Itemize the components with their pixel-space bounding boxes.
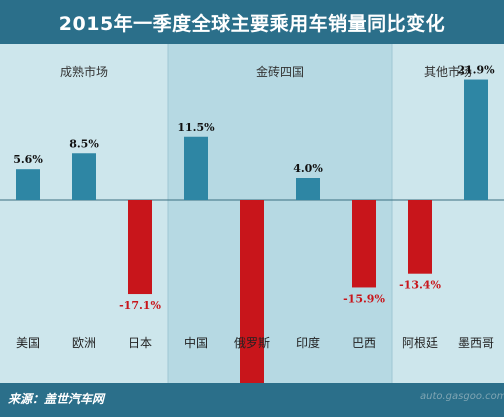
bar-俄罗斯 — [240, 200, 264, 383]
bar-欧洲 — [72, 153, 96, 200]
chart-title: 2015年一季度全球主要乘用车销量同比变化 — [0, 0, 504, 44]
bar-巴西 — [352, 200, 376, 288]
category-label: 阿根廷 — [402, 336, 438, 350]
data-label: -17.1% — [119, 299, 161, 312]
category-label: 欧洲 — [72, 336, 96, 350]
category-label: 美国 — [16, 336, 40, 350]
bar-日本 — [128, 200, 152, 295]
bar-阿根廷 — [408, 200, 432, 274]
group-label: 金砖四国 — [256, 64, 304, 79]
data-label: 21.9% — [457, 64, 495, 77]
chart-plot: 成熟市场 金砖四国 其他市场 5.6% 美国 8.5% 欧洲 -17.1% 日本 11.5% 中国 -… — [0, 44, 504, 383]
category-label: 日本 — [128, 336, 152, 350]
category-label: 中国 — [184, 335, 208, 350]
data-label: 5.6% — [13, 153, 43, 166]
category-label: 巴西 — [352, 336, 376, 350]
data-label: -15.9% — [343, 292, 385, 305]
bar-墨西哥 — [464, 79, 488, 200]
data-label: 8.5% — [69, 137, 99, 150]
category-label: 墨西哥 — [458, 336, 494, 350]
bar-中国 — [184, 136, 208, 200]
watermark: auto.gasgoo.com — [420, 391, 504, 402]
bar-印度 — [296, 178, 320, 200]
data-label: -13.4% — [399, 279, 441, 292]
bar-美国 — [16, 169, 40, 200]
source-label: 来源：盖世汽车网 — [8, 392, 105, 406]
group-label: 成熟市场 — [60, 64, 108, 79]
group-label: 其他市场 — [424, 64, 472, 79]
category-label: 俄罗斯 — [234, 336, 270, 350]
category-label: 印度 — [296, 335, 320, 350]
data-label: 4.0% — [293, 162, 323, 175]
footer-bar — [0, 383, 504, 417]
data-label: 11.5% — [177, 121, 215, 134]
